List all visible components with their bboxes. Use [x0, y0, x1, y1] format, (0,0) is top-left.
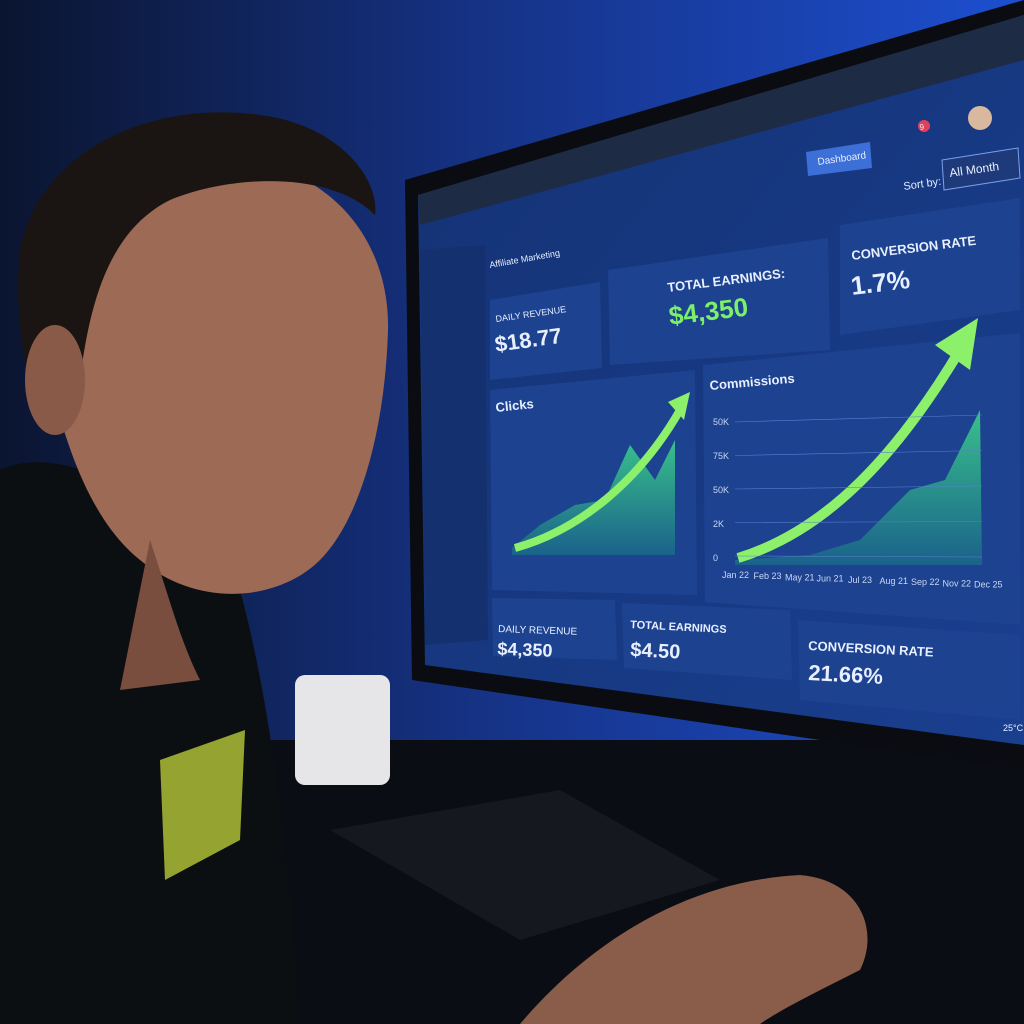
- y-tick-label: 50K: [713, 485, 729, 495]
- card-label: DAILY REVENUE: [498, 624, 578, 638]
- card: [492, 598, 617, 660]
- x-tick-label: Sep 22: [911, 577, 940, 587]
- face: [39, 159, 389, 594]
- arrow-head: [668, 392, 690, 420]
- card-value: 21.66%: [808, 660, 884, 689]
- shirt: [0, 462, 300, 1024]
- card-label: CONVERSION RATE: [808, 638, 934, 660]
- commissions-axis: 50K 75K 50K 2K 0 Jan 22 Feb 23 May 21 Jun 21 Jul …: [713, 414, 1003, 590]
- hand: [520, 875, 868, 1024]
- card-value: $4,350: [497, 639, 553, 661]
- x-tick-label: Jun 21: [817, 574, 844, 584]
- sort-label: Sort by:: [903, 176, 942, 193]
- mug: [295, 675, 390, 785]
- y-tick-label: 0: [713, 553, 718, 563]
- card-value: 1.7%: [849, 264, 911, 301]
- weather: 25°C: [1003, 723, 1024, 733]
- browser-bar: [418, 15, 1024, 225]
- hair: [18, 112, 376, 420]
- ear: [25, 325, 85, 435]
- grid-line: [734, 521, 983, 523]
- card-value: $4.50: [630, 639, 681, 664]
- commissions-area: [735, 410, 982, 565]
- x-tick-label: Jul 23: [848, 575, 872, 585]
- card-label: TOTAL EARNINGS: [630, 619, 727, 636]
- x-tick-label: May 21: [785, 572, 815, 582]
- grid-line: [734, 485, 983, 490]
- y-tick-label: 2K: [713, 519, 724, 529]
- card: [840, 198, 1020, 335]
- grid-line: [734, 555, 983, 558]
- y-tick-label: 50K: [713, 417, 729, 427]
- y-tick-label: 75K: [713, 451, 729, 461]
- x-tick-label: Aug 21: [880, 576, 909, 586]
- neck: [120, 540, 200, 690]
- x-tick-label: Dec 25: [974, 580, 1003, 590]
- chart-title: Clicks: [495, 396, 535, 415]
- notification-badge: [918, 120, 930, 132]
- trend-arrow: [513, 408, 684, 552]
- card: [608, 238, 830, 365]
- grid-line: [734, 414, 983, 423]
- card: [490, 282, 602, 380]
- card: [798, 620, 1020, 720]
- arrow-head: [935, 318, 978, 370]
- keyboard: [330, 790, 720, 940]
- sort-value: All Month: [948, 159, 999, 180]
- sidebar: [420, 245, 488, 645]
- dashboard-button[interactable]: [806, 142, 872, 176]
- x-tick-label: Jan 22: [722, 570, 749, 580]
- grid-line: [734, 450, 983, 456]
- avatar[interactable]: [968, 106, 992, 130]
- badge-count: 9: [919, 122, 925, 132]
- trend-arrow: [736, 347, 965, 563]
- shirt-print: [160, 730, 245, 880]
- x-tick-label: Nov 22: [943, 578, 972, 588]
- sort-select[interactable]: [941, 147, 1021, 191]
- x-tick-label: Feb 23: [754, 571, 782, 581]
- card: [622, 603, 792, 680]
- chart-title: Commissions: [709, 371, 795, 393]
